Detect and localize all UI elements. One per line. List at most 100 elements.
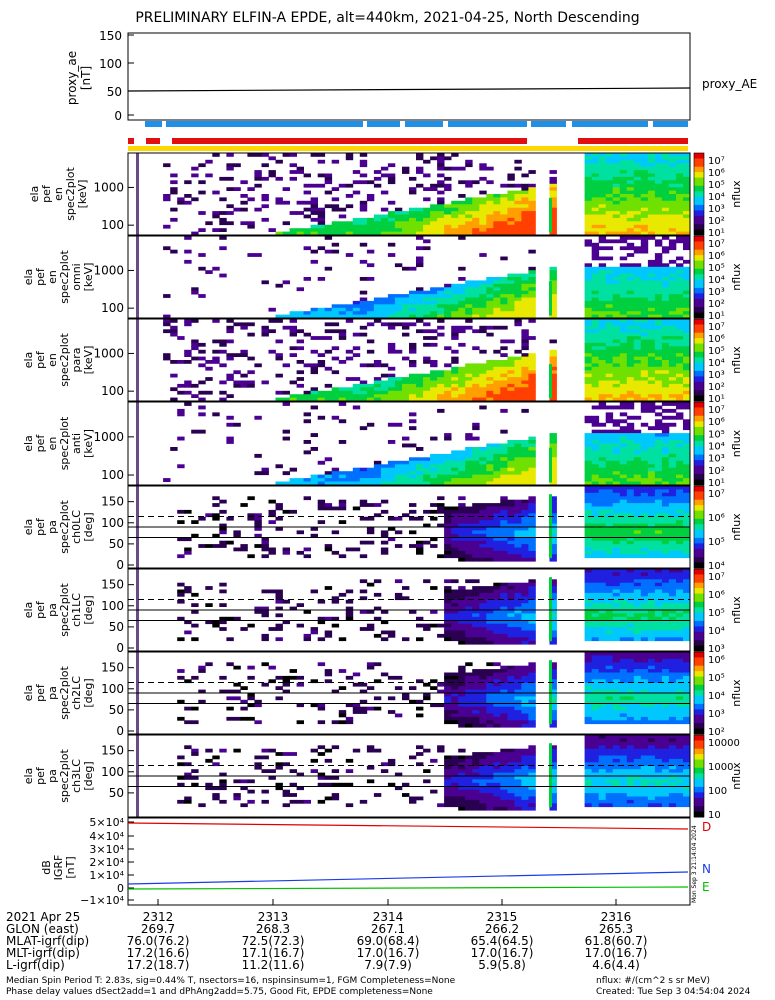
spectrogram-cell [359, 467, 368, 472]
colorbar-segment [694, 451, 704, 456]
spectrogram-cell [626, 503, 635, 507]
spectrogram-cell [303, 633, 311, 638]
spectrogram-cell [191, 231, 199, 236]
spectrogram-cell [661, 513, 670, 518]
spectrogram-cell [683, 207, 691, 212]
spectrogram-cell [521, 557, 529, 562]
spectrogram-cell [633, 322, 642, 327]
spectrogram-cell [626, 390, 635, 395]
spectrogram-cell [472, 672, 480, 677]
spectrogram-cell [205, 586, 213, 590]
spectrogram-cell [584, 523, 592, 528]
spectrogram-cell [465, 633, 473, 638]
spectrogram-cell [633, 194, 642, 198]
spectrogram-cell [591, 453, 600, 458]
pa-ytick: 50 [109, 620, 124, 634]
spectrogram-cell [640, 294, 649, 298]
spectrogram-cell [507, 221, 515, 226]
spectrogram-cell [626, 170, 635, 174]
spectrogram-cell [359, 699, 368, 704]
spectrogram-cell [661, 304, 670, 309]
spectrogram-cell [591, 336, 600, 340]
spectrogram-cell [619, 366, 628, 371]
spectrogram-cell [549, 221, 557, 226]
spectrogram-cell [465, 304, 473, 309]
spectrogram-cell [423, 356, 431, 361]
spectrogram-cell [521, 197, 529, 202]
spectrogram-cell [247, 322, 255, 327]
spectrogram-cell [409, 380, 417, 385]
spectrogram-cell [591, 443, 600, 448]
spectrogram-cell [584, 342, 592, 347]
spectrogram-cell [451, 527, 459, 531]
spectrogram-cell [359, 397, 368, 402]
colorbar-segment [694, 282, 704, 286]
spectrogram-cell [591, 436, 600, 441]
spectrogram-cell [352, 405, 361, 410]
spectrogram-cell [479, 217, 487, 222]
spectrogram-cell [352, 394, 361, 398]
spectrogram-cell [626, 627, 635, 631]
spectrogram-cell [191, 603, 199, 607]
spectrogram-cell [310, 311, 318, 315]
spectrogram-cell [444, 394, 452, 398]
spectrogram-cell [647, 200, 656, 205]
spectrogram-cell [184, 679, 192, 684]
spectrogram-cell [591, 533, 600, 538]
colorbar-segment [694, 285, 704, 289]
spectrogram-cell [451, 467, 459, 472]
spectrogram-cell [514, 314, 522, 319]
spectrogram-cell [549, 516, 557, 521]
spectrogram-cell [661, 339, 670, 344]
spectrogram-cell [465, 689, 473, 694]
spectrogram-cell [633, 474, 642, 479]
spectrogram-cell [233, 665, 241, 670]
panel-ylabel-line: ela [22, 519, 35, 536]
spectrogram-cell [198, 163, 206, 168]
spectrogram-cell [521, 509, 529, 514]
spectrogram-cell [409, 426, 417, 431]
spectrogram-cell [507, 194, 515, 198]
spectrogram-cell [479, 530, 487, 535]
spectrogram-cell [479, 603, 487, 607]
colorbar-segment [694, 365, 704, 369]
spectrogram-cell [444, 457, 452, 462]
spectrogram-cell [352, 474, 361, 479]
spectrogram-cell [486, 599, 494, 604]
spectrogram-cell [549, 207, 557, 212]
spectrogram-cell [598, 311, 607, 315]
spectrogram-cell [514, 557, 522, 562]
spectrogram-cell [289, 329, 297, 334]
spectrogram-cell [598, 516, 607, 521]
spectrogram-cell [275, 637, 283, 642]
spectrogram-cell [661, 314, 670, 319]
spectrogram-cell [331, 187, 340, 191]
spectrogram-cell [521, 527, 529, 531]
spectrogram-cell [584, 620, 592, 625]
spectrogram-cell [676, 353, 684, 357]
spectrogram-cell [437, 217, 445, 222]
spectrogram-cell [472, 530, 480, 535]
spectrogram-cell [619, 373, 628, 378]
spectrogram-cell [317, 520, 326, 524]
spectrogram-cell [676, 513, 684, 518]
spectrogram-cell [591, 630, 600, 635]
spectrogram-cell [437, 211, 445, 215]
spectrogram-cell [226, 716, 234, 721]
spectrogram-cell [612, 596, 621, 601]
spectrogram-cell [647, 509, 656, 514]
spectrogram-cell [647, 450, 656, 455]
spectrogram-cell [458, 214, 466, 219]
spectrogram-cell [430, 211, 438, 215]
spectrogram-cell [605, 606, 614, 611]
spectrogram-cell [591, 440, 600, 444]
spectrogram-cell [626, 599, 635, 604]
spectrogram-cell [591, 537, 600, 542]
spectrogram-cell [423, 693, 431, 697]
spectrogram-cell [465, 450, 473, 455]
spectrogram-cell [191, 342, 199, 347]
spectrogram-cell [324, 204, 333, 209]
spectrogram-cell [394, 377, 403, 381]
spectrogram-cell [437, 163, 445, 168]
spectrogram-cell [584, 270, 592, 274]
